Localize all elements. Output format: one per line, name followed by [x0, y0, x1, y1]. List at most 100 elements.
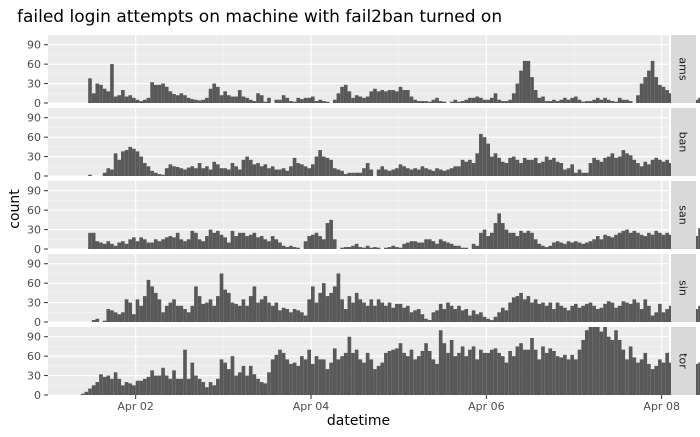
- histogram-bar: [186, 239, 191, 249]
- histogram-bar: [248, 234, 253, 249]
- y-tick-label: 60: [27, 131, 41, 144]
- histogram-bar: [351, 245, 355, 249]
- facet-panel-tor: 0 30 60 90 tor: [27, 327, 700, 402]
- histogram-bar: [617, 156, 622, 176]
- histogram-bar: [606, 156, 611, 176]
- histogram-bar: [584, 242, 589, 249]
- histogram-bar: [343, 309, 348, 322]
- histogram-bar: [296, 97, 301, 103]
- histogram-bar: [128, 302, 133, 322]
- histogram-bar: [219, 234, 224, 249]
- histogram-bar: [175, 232, 180, 249]
- histogram-bar: [530, 302, 534, 322]
- histogram-bar: [230, 356, 235, 395]
- histogram-bar: [570, 97, 575, 103]
- histogram-bar: [438, 330, 443, 395]
- histogram-bar: [647, 363, 651, 395]
- histogram-bar: [435, 97, 439, 103]
- histogram-bar: [541, 161, 545, 176]
- histogram-bar: [226, 292, 231, 322]
- histogram-bar: [497, 99, 501, 103]
- histogram-bar: [179, 378, 184, 395]
- histogram-bar: [442, 101, 447, 103]
- histogram-bar: [285, 309, 290, 322]
- histogram-bar: [500, 356, 505, 395]
- histogram-bar: [515, 83, 520, 103]
- histogram-bar: [500, 101, 505, 103]
- histogram-bar: [318, 359, 322, 395]
- histogram-bar: [636, 302, 640, 322]
- histogram-bar: [172, 166, 176, 176]
- histogram-bar: [358, 172, 363, 176]
- histogram-bar: [420, 314, 425, 322]
- histogram-bar: [369, 91, 374, 103]
- histogram-bar: [99, 242, 103, 249]
- histogram-bar: [340, 356, 344, 395]
- histogram-bar: [106, 91, 111, 103]
- histogram-bar: [497, 312, 501, 322]
- histogram-bar: [519, 163, 523, 176]
- histogram-bar: [395, 303, 399, 322]
- histogram-bar: [490, 97, 494, 103]
- histogram-bar: [237, 232, 242, 249]
- histogram-bar: [486, 236, 491, 249]
- histogram-bar: [153, 84, 158, 103]
- histogram-bar: [526, 159, 531, 176]
- histogram-bar: [208, 299, 213, 322]
- histogram-bar: [574, 241, 578, 249]
- histogram-bar: [628, 232, 633, 249]
- histogram-bar: [318, 292, 322, 322]
- histogram-bar: [332, 168, 337, 176]
- histogram-bar: [237, 169, 242, 176]
- histogram-bar: [351, 302, 355, 322]
- histogram-bar: [661, 161, 666, 176]
- histogram-bar: [592, 157, 596, 176]
- histogram-bar: [515, 346, 520, 395]
- histogram-bar: [522, 157, 527, 176]
- facet-strip: [671, 327, 696, 395]
- histogram-bar: [577, 307, 582, 322]
- histogram-bar: [121, 151, 125, 176]
- histogram-bar: [508, 302, 512, 322]
- histogram-bar: [457, 305, 461, 322]
- histogram-bar: [515, 296, 520, 322]
- histogram-bar: [500, 223, 505, 249]
- histogram-bar: [197, 378, 202, 395]
- histogram-bar: [205, 387, 209, 395]
- histogram-bar: [132, 314, 136, 322]
- histogram-bar: [365, 96, 370, 103]
- histogram-bar: [91, 232, 96, 249]
- histogram-bar: [270, 166, 275, 176]
- histogram-bar: [581, 243, 585, 249]
- histogram-bar: [621, 301, 626, 322]
- histogram-bar: [654, 365, 659, 395]
- histogram-bar: [274, 169, 279, 176]
- histogram-bar: [142, 239, 147, 249]
- histogram-bar: [351, 97, 355, 103]
- histogram-bar: [245, 97, 249, 103]
- histogram-bar: [362, 168, 366, 176]
- histogram-bar: [610, 101, 615, 103]
- histogram-bar: [431, 312, 436, 322]
- histogram-bar: [420, 101, 425, 103]
- histogram-bar: [121, 385, 125, 395]
- histogram-bar: [471, 163, 476, 176]
- histogram-bar: [482, 352, 487, 395]
- histogram-bar: [405, 168, 410, 176]
- histogram-bar: [398, 86, 403, 103]
- histogram-bar: [460, 101, 465, 103]
- histogram-bar: [132, 97, 136, 103]
- histogram-bar: [420, 166, 425, 176]
- histogram-bar: [113, 153, 118, 176]
- histogram-bar: [150, 286, 154, 322]
- y-tick-label: 90: [27, 258, 41, 271]
- histogram-bar: [281, 307, 286, 322]
- histogram-bar: [643, 161, 648, 176]
- histogram-bar: [479, 312, 483, 322]
- y-tick-label: 30: [27, 297, 41, 310]
- histogram-bar: [563, 243, 567, 249]
- histogram-bar: [106, 168, 111, 176]
- histogram-bar: [647, 164, 651, 176]
- histogram-bar: [387, 90, 392, 103]
- histogram-bar: [519, 230, 523, 249]
